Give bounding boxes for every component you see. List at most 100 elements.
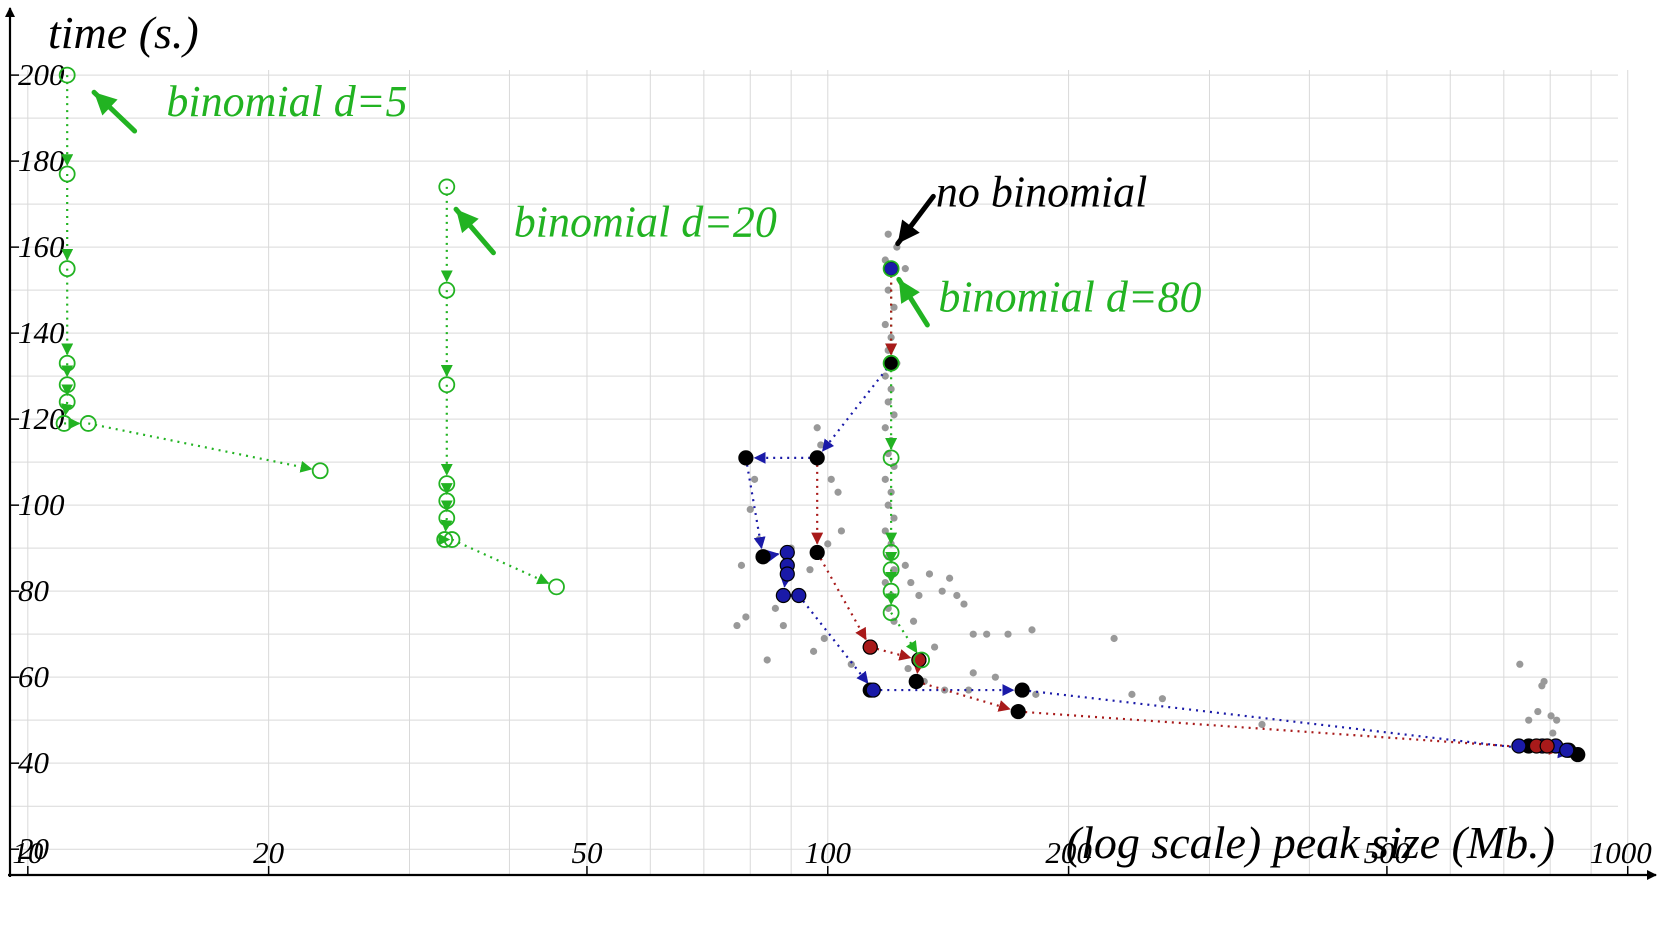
- background-point: [750, 475, 759, 483]
- data-point-open: [882, 582, 900, 600]
- background-point: [834, 488, 842, 496]
- background-point: [827, 475, 835, 483]
- data-point-open: [58, 66, 76, 84]
- background-point: [960, 600, 968, 608]
- y-tick-label: 100: [18, 487, 65, 522]
- background-point: [887, 333, 895, 342]
- background-point: [881, 320, 889, 329]
- data-point-filled: [791, 587, 807, 604]
- data-point-filled: [862, 639, 878, 655]
- data-point-filled: [809, 450, 825, 466]
- data-point-open: [436, 531, 454, 548]
- data-point-filled: [908, 673, 924, 690]
- background-point: [1553, 716, 1561, 724]
- background-point: [1158, 695, 1166, 703]
- series-points: [55, 66, 1586, 763]
- background-point: [969, 669, 977, 677]
- data-point-open: [58, 354, 76, 372]
- y-tick-label: 20: [18, 831, 50, 866]
- background-point: [991, 673, 999, 681]
- background-point: [887, 385, 895, 393]
- background-point: [881, 475, 889, 483]
- x-tick-label: 10: [12, 835, 44, 870]
- y-tick-label: 200: [18, 57, 65, 92]
- background-point: [884, 398, 892, 406]
- grid: [10, 70, 1629, 875]
- background-point: [847, 660, 855, 668]
- path-segment: [762, 550, 780, 562]
- background-point: [763, 656, 771, 664]
- annotation-arrow-head: [456, 209, 479, 234]
- annotation-label: binomial d=5: [166, 77, 407, 126]
- path-segment: [451, 538, 550, 585]
- background-point: [938, 587, 946, 595]
- background-points: [733, 230, 1561, 737]
- background-point: [887, 488, 895, 496]
- background-point: [931, 643, 939, 651]
- background-point: [779, 621, 787, 630]
- x-tick-label: 1000: [1590, 835, 1653, 870]
- data-point-open: [79, 415, 97, 432]
- data-point-open: [55, 415, 73, 432]
- background-point: [1516, 660, 1524, 668]
- x-tick-label: 200: [1045, 835, 1092, 870]
- y-tick-label: 160: [18, 229, 65, 264]
- data-point-filled: [1010, 703, 1026, 720]
- background-point: [953, 591, 961, 600]
- y-tick-label: 180: [18, 143, 65, 178]
- background-point: [1128, 690, 1136, 698]
- path-segment: [88, 422, 313, 473]
- data-point-filled: [883, 355, 899, 371]
- background-point: [904, 664, 912, 673]
- path-segment: [440, 517, 453, 533]
- background-point: [1540, 677, 1548, 686]
- data-point-open: [548, 578, 565, 596]
- background-point: [1028, 626, 1036, 634]
- background-point: [887, 540, 895, 548]
- background-point: [1534, 707, 1542, 716]
- background-point: [965, 686, 973, 694]
- x-axis-label: (log scale) peak size (Mb.): [1066, 817, 1555, 868]
- background-point: [884, 286, 892, 294]
- background-point: [820, 634, 828, 643]
- background-point: [881, 424, 889, 432]
- path-segment: [816, 551, 867, 641]
- background-point: [881, 527, 889, 535]
- background-point: [884, 501, 892, 509]
- background-point: [890, 514, 898, 522]
- background-point: [733, 621, 741, 630]
- data-point-open: [438, 376, 456, 394]
- background-point: [817, 441, 825, 449]
- background-point: [907, 578, 915, 587]
- data-point-filled: [865, 682, 881, 698]
- background-point: [909, 617, 918, 625]
- data-point-open: [311, 462, 329, 480]
- path-segment: [1022, 688, 1570, 759]
- path-segment: [797, 594, 869, 684]
- annotation-arrow-head: [94, 92, 118, 116]
- path-segment: [744, 457, 766, 550]
- data-point-filled: [779, 544, 795, 561]
- data-point-open: [913, 651, 930, 669]
- y-tick-label: 40: [18, 745, 50, 780]
- annotation-label: binomial d=80: [938, 273, 1201, 322]
- background-point: [809, 647, 818, 655]
- data-point-filled: [1511, 738, 1527, 754]
- data-point-open: [58, 165, 76, 183]
- background-point: [806, 566, 814, 574]
- data-point-open: [443, 531, 461, 548]
- x-tick-label: 50: [571, 835, 603, 870]
- data-point-filled: [779, 566, 795, 582]
- data-point-open: [882, 604, 900, 622]
- data-point-open: [58, 393, 76, 411]
- background-point: [884, 230, 892, 238]
- data-point-open: [882, 561, 900, 579]
- data-point-open: [882, 544, 900, 561]
- data-point-filled: [1014, 682, 1030, 698]
- y-tick-label: 80: [18, 573, 50, 608]
- annotation-label: binomial d=20: [514, 197, 777, 246]
- y-tick-label: 140: [18, 315, 65, 350]
- data-point-open: [882, 449, 900, 467]
- data-point-open: [438, 178, 456, 196]
